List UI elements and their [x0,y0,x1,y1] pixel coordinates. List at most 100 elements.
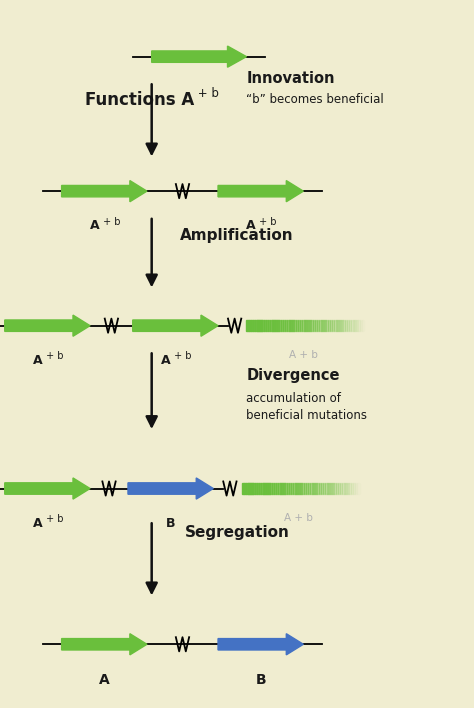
Bar [300,483,302,494]
Text: Functions A: Functions A [85,91,194,108]
Bar [297,483,300,494]
Bar [323,320,326,331]
Bar [261,483,264,494]
Bar [304,483,306,494]
Bar [310,320,313,331]
Bar [295,483,298,494]
Bar [252,483,255,494]
Bar [255,483,257,494]
Text: B: B [255,673,266,687]
Bar [357,483,359,494]
Bar [291,483,293,494]
Bar [264,320,266,331]
Bar [360,320,362,331]
Bar [244,483,246,494]
Bar [250,483,253,494]
Bar [285,320,287,331]
FancyArrow shape [152,46,246,67]
Text: + b: + b [43,351,63,361]
Bar [306,483,308,494]
Bar [242,483,245,494]
Bar [323,483,325,494]
Bar [368,483,370,494]
Bar [329,483,332,494]
Bar [289,483,291,494]
Bar [286,483,289,494]
Bar [315,320,317,331]
Bar [336,483,338,494]
Bar [350,483,353,494]
Text: + b: + b [100,217,120,227]
Bar [276,483,279,494]
Bar [348,483,351,494]
Bar [309,320,311,331]
Text: Innovation: Innovation [246,71,335,86]
Bar [363,483,366,494]
Bar [337,483,340,494]
Bar [281,320,283,331]
Bar [328,320,330,331]
Bar [287,320,290,331]
Bar [349,320,351,331]
Bar [312,483,315,494]
Bar [276,320,279,331]
Bar [362,320,364,331]
Bar [313,320,315,331]
FancyArrow shape [133,315,218,336]
Bar [340,483,342,494]
Bar [283,320,285,331]
Text: “b” becomes beneficial: “b” becomes beneficial [246,93,384,106]
Bar [272,483,274,494]
Bar [334,320,337,331]
Bar [373,320,375,331]
FancyArrow shape [62,181,147,202]
Bar [361,483,364,494]
Bar [251,320,253,331]
FancyArrow shape [218,634,303,655]
Bar [319,320,321,331]
Bar [320,483,323,494]
Bar [284,483,287,494]
Bar [355,483,357,494]
Bar [370,320,373,331]
Text: beneficial mutations: beneficial mutations [246,409,367,422]
Bar [310,483,313,494]
Bar [293,320,296,331]
Text: A + b: A + b [289,350,318,360]
Bar [356,320,358,331]
Bar [274,483,276,494]
Bar [331,483,334,494]
Text: A: A [33,354,43,367]
Text: Amplification: Amplification [180,228,294,243]
Bar [314,483,317,494]
Text: Segregation: Segregation [184,525,290,540]
Bar [319,483,321,494]
Bar [257,483,259,494]
Text: + b: + b [43,514,63,524]
Bar [255,320,258,331]
Bar [262,320,264,331]
Bar [268,320,270,331]
Bar [325,320,328,331]
Bar [253,320,255,331]
Bar [280,483,283,494]
Bar [302,320,304,331]
Bar [333,483,336,494]
Bar [327,483,329,494]
Text: + b: + b [171,351,191,361]
Text: A: A [99,673,109,687]
Bar [257,320,260,331]
FancyArrow shape [5,478,90,499]
Text: Divergence: Divergence [246,368,340,383]
Bar [316,483,319,494]
Bar [317,320,319,331]
Bar [296,320,298,331]
Bar [259,320,262,331]
Bar [346,320,349,331]
Bar [272,320,274,331]
Bar [300,320,302,331]
Bar [345,320,347,331]
Bar [359,483,362,494]
Bar [368,320,371,331]
Bar [301,483,304,494]
